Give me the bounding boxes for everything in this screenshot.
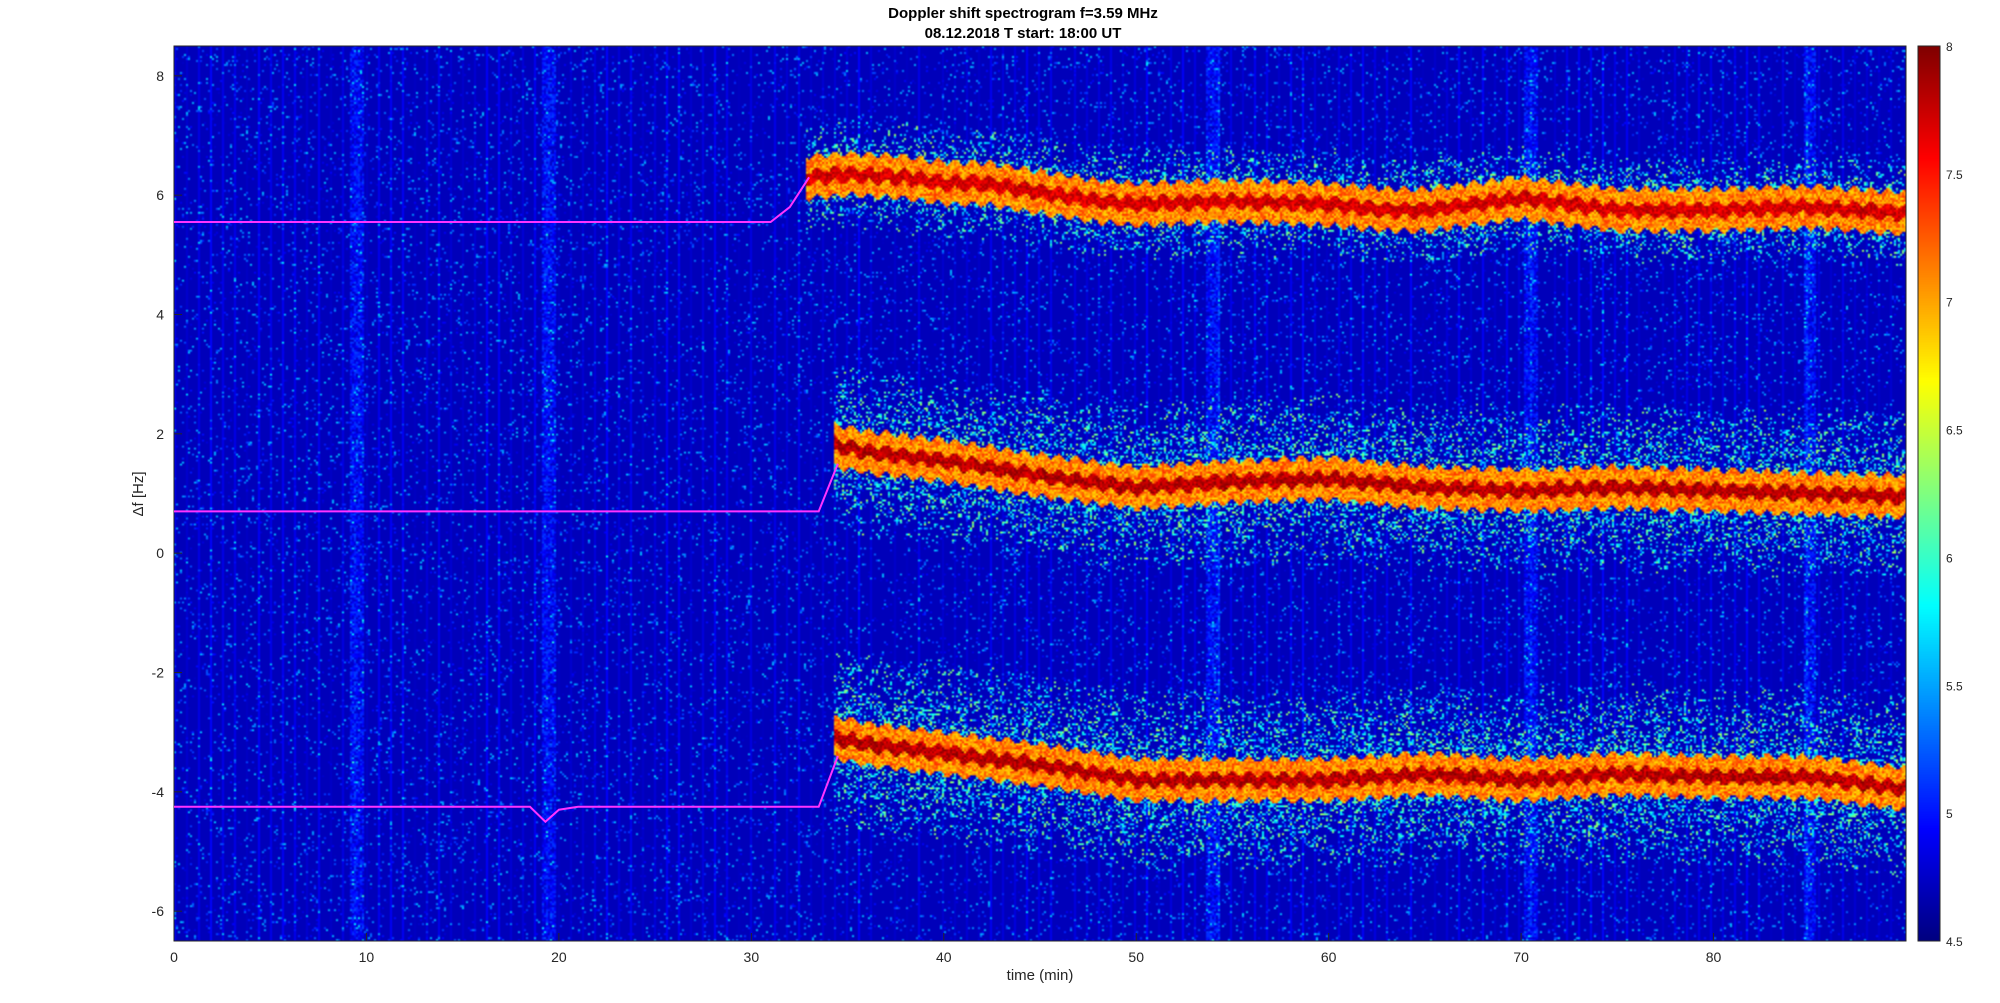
x-tick-label: 60 bbox=[1321, 949, 1337, 965]
spectrogram-plot-area bbox=[174, 46, 1906, 941]
colorbar bbox=[1918, 46, 1940, 941]
x-tick-label: 30 bbox=[744, 949, 760, 965]
colorbar-tick-label: 8 bbox=[1946, 40, 1953, 54]
chart-subtitle: 08.12.2018 T start: 18:00 UT bbox=[925, 25, 1122, 42]
colorbar-tick-label: 4.5 bbox=[1946, 935, 1963, 949]
trace-line bbox=[174, 463, 839, 513]
y-tick-label: -4 bbox=[152, 784, 165, 800]
y-tick-label: -6 bbox=[152, 903, 165, 919]
x-tick-label: 80 bbox=[1706, 949, 1722, 965]
x-tick-label: 40 bbox=[936, 949, 952, 965]
colorbar-tick-label: 5.5 bbox=[1946, 679, 1963, 693]
trace-lines bbox=[174, 176, 839, 824]
x-axis-label: time (min) bbox=[1007, 967, 1074, 984]
y-tick-label: 2 bbox=[156, 426, 164, 442]
x-tick-label: 70 bbox=[1513, 949, 1529, 965]
y-tick-label: 8 bbox=[156, 68, 164, 84]
colorbar-tick-label: 6.5 bbox=[1946, 424, 1963, 438]
colorbar-tick-label: 6 bbox=[1946, 551, 1953, 565]
colorbar-tick-label: 5 bbox=[1946, 807, 1953, 821]
trace-line bbox=[174, 176, 810, 223]
y-tick-label: 6 bbox=[156, 187, 164, 203]
y-tick-label: -2 bbox=[152, 665, 165, 681]
x-tick-label: 50 bbox=[1128, 949, 1144, 965]
y-axis-label: Δf [Hz] bbox=[130, 471, 147, 516]
colorbar-ticks: 8 7.5 7 6.5 6 5.5 5 4.5 bbox=[1946, 40, 1963, 949]
colorbar-frame bbox=[1917, 45, 1941, 942]
chart-title: Doppler shift spectrogram f=3.59 MHz bbox=[888, 5, 1158, 22]
x-tick-label: 0 bbox=[170, 949, 178, 965]
colorbar-tick-label: 7.5 bbox=[1946, 168, 1963, 182]
colorbar-tick-label: 7 bbox=[1946, 296, 1953, 310]
x-tick-label: 10 bbox=[359, 949, 375, 965]
trace-line bbox=[174, 755, 839, 824]
y-tick-label: 0 bbox=[156, 545, 164, 561]
x-tick-label: 20 bbox=[551, 949, 567, 965]
plot-frame bbox=[173, 45, 1907, 942]
y-tick-label: 4 bbox=[156, 307, 164, 323]
